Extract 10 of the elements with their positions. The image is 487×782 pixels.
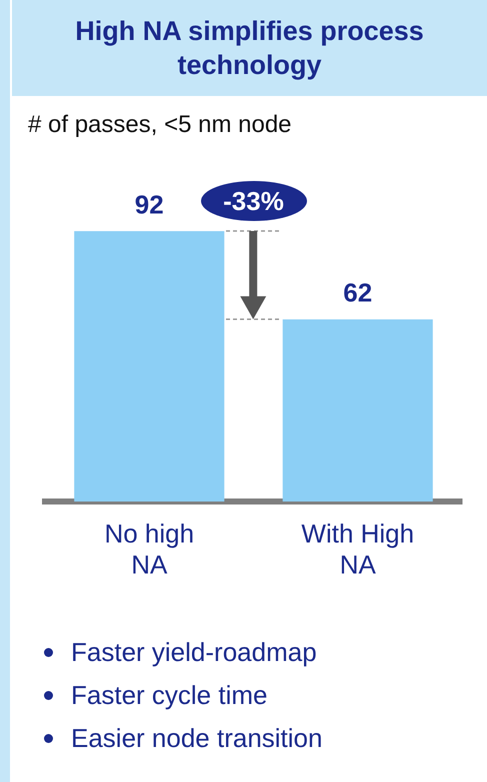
data-label: 62 <box>343 278 372 308</box>
x-tick-label: With High NA <box>301 518 414 580</box>
chart-title: High NA simplifies process technology <box>12 0 487 96</box>
text: Faster cycle time <box>71 680 268 710</box>
x-tick-label: No high NA <box>104 518 194 580</box>
text: -33% <box>200 181 306 222</box>
text: Faster yield-roadmap <box>71 637 317 667</box>
chart-subtitle: # of passes, <5 nm node <box>28 111 292 139</box>
data-label: 92 <box>134 189 164 220</box>
text: Easier node transition <box>71 723 322 753</box>
